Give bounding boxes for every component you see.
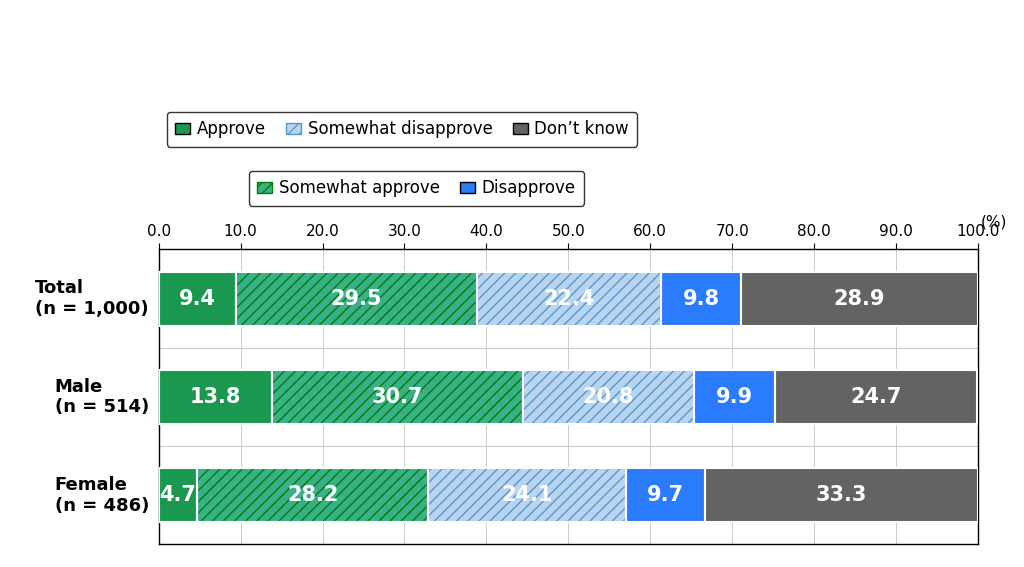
Text: 9.9: 9.9 bbox=[716, 387, 753, 407]
Bar bbox=[706, 468, 978, 522]
Legend: Somewhat approve, Disapprove: Somewhat approve, Disapprove bbox=[249, 171, 584, 206]
Bar bbox=[741, 272, 978, 325]
Text: 13.8: 13.8 bbox=[189, 387, 241, 407]
Bar bbox=[693, 370, 775, 424]
Text: 29.5: 29.5 bbox=[331, 289, 382, 308]
Text: 9.7: 9.7 bbox=[647, 485, 684, 505]
Text: 22.4: 22.4 bbox=[544, 289, 595, 308]
Text: 30.7: 30.7 bbox=[372, 387, 423, 407]
Bar bbox=[428, 468, 626, 522]
Text: 4.7: 4.7 bbox=[160, 485, 197, 505]
Text: 28.9: 28.9 bbox=[834, 289, 886, 308]
Bar bbox=[741, 272, 978, 325]
Text: 20.8: 20.8 bbox=[583, 387, 634, 407]
Bar bbox=[706, 468, 978, 522]
Text: 28.2: 28.2 bbox=[287, 485, 338, 505]
Bar bbox=[428, 468, 626, 522]
Bar bbox=[236, 272, 477, 325]
Bar bbox=[159, 370, 271, 424]
Bar bbox=[477, 272, 660, 325]
Bar bbox=[159, 370, 271, 424]
Bar bbox=[775, 370, 977, 424]
Bar bbox=[626, 468, 706, 522]
Bar bbox=[523, 370, 693, 424]
Bar bbox=[523, 370, 693, 424]
Bar bbox=[198, 468, 428, 522]
Bar bbox=[159, 272, 236, 325]
Bar bbox=[693, 370, 775, 424]
Bar bbox=[775, 370, 977, 424]
Text: 24.1: 24.1 bbox=[502, 485, 553, 505]
Bar bbox=[236, 272, 477, 325]
Bar bbox=[159, 468, 198, 522]
Bar bbox=[271, 370, 523, 424]
Text: 33.3: 33.3 bbox=[816, 485, 867, 505]
Text: 9.8: 9.8 bbox=[683, 289, 720, 308]
Text: (%): (%) bbox=[981, 215, 1008, 230]
Bar bbox=[159, 468, 198, 522]
Bar bbox=[660, 272, 741, 325]
Bar bbox=[198, 468, 428, 522]
Bar bbox=[159, 272, 236, 325]
Bar bbox=[271, 370, 523, 424]
Text: 24.7: 24.7 bbox=[850, 387, 901, 407]
Bar bbox=[626, 468, 706, 522]
Bar bbox=[660, 272, 741, 325]
Bar bbox=[477, 272, 660, 325]
Text: 9.4: 9.4 bbox=[179, 289, 216, 308]
